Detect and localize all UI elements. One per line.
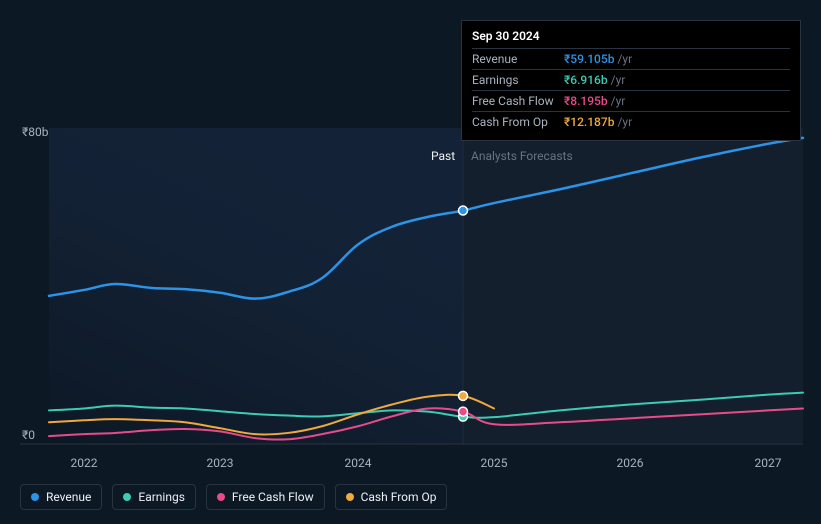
tooltip-date: Sep 30 2024	[472, 27, 790, 48]
cfo-marker	[459, 391, 468, 400]
legend-dot-icon	[217, 493, 225, 501]
tooltip-row: Earnings₹6.916b/yr	[472, 69, 790, 90]
tooltip-metric-unit: /yr	[617, 115, 632, 129]
legend-dot-icon	[31, 493, 39, 501]
x-tick: 2022	[71, 456, 98, 470]
y-axis-max-label: ₹80b	[22, 125, 48, 139]
chart-legend: Revenue Earnings Free Cash Flow Cash From O…	[20, 484, 447, 510]
legend-label: Cash From Op	[361, 490, 437, 504]
legend-label: Revenue	[46, 490, 91, 504]
revenue-forecast-chart: ₹80b ₹0 Past Analysts Forecasts 2022 2023…	[0, 0, 821, 524]
forecast-region-label: Analysts Forecasts	[471, 149, 573, 163]
legend-item-revenue[interactable]: Revenue	[20, 484, 102, 510]
x-tick: 2023	[207, 456, 234, 470]
legend-label: Earnings	[138, 490, 185, 504]
x-tick: 2026	[617, 456, 644, 470]
legend-item-earnings[interactable]: Earnings	[112, 484, 196, 510]
tooltip-metric-value: ₹8.195b	[564, 94, 608, 108]
legend-dot-icon	[123, 493, 131, 501]
fcf-marker	[459, 407, 468, 416]
x-tick: 2024	[345, 456, 372, 470]
tooltip-metric-label: Revenue	[472, 52, 564, 66]
tooltip-row: Free Cash Flow₹8.195b/yr	[472, 90, 790, 111]
legend-item-cash-from-op[interactable]: Cash From Op	[335, 484, 448, 510]
x-tick: 2027	[755, 456, 782, 470]
legend-item-free-cash-flow[interactable]: Free Cash Flow	[206, 484, 325, 510]
revenue-marker	[459, 206, 468, 215]
tooltip-metric-value: ₹12.187b	[564, 115, 614, 129]
tooltip-row: Revenue₹59.105b/yr	[472, 48, 790, 69]
hover-tooltip: Sep 30 2024 Revenue₹59.105b/yrEarnings₹6…	[461, 20, 801, 141]
tooltip-metric-value: ₹6.916b	[564, 73, 608, 87]
tooltip-metric-unit: /yr	[611, 94, 626, 108]
x-tick: 2025	[481, 456, 508, 470]
tooltip-metric-label: Cash From Op	[472, 115, 564, 129]
tooltip-metric-label: Free Cash Flow	[472, 94, 564, 108]
legend-dot-icon	[346, 493, 354, 501]
tooltip-metric-value: ₹59.105b	[564, 52, 614, 66]
tooltip-metric-unit: /yr	[617, 52, 632, 66]
tooltip-row: Cash From Op₹12.187b/yr	[472, 111, 790, 132]
y-axis-min-label: ₹0	[22, 428, 35, 442]
tooltip-metric-unit: /yr	[611, 73, 626, 87]
tooltip-metric-label: Earnings	[472, 73, 564, 87]
legend-label: Free Cash Flow	[232, 490, 314, 504]
past-region-label: Past	[431, 149, 455, 163]
